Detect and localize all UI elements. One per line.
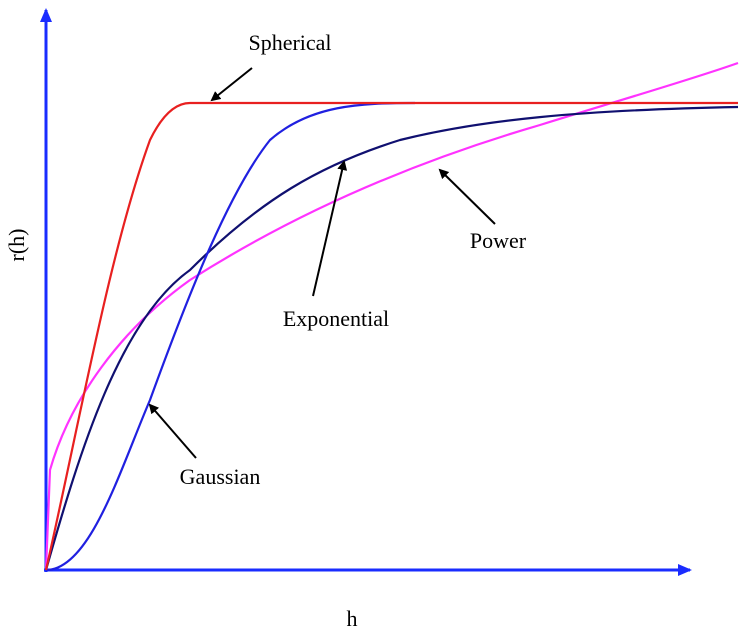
power-label: Power — [470, 228, 527, 253]
power-curve — [44, 61, 739, 571]
spherical-arrow — [210, 67, 253, 102]
exponential-label: Exponential — [283, 306, 389, 331]
gaussian-label: Gaussian — [180, 464, 261, 489]
exponential-arrow — [312, 160, 348, 297]
exponential-curve — [44, 105, 739, 571]
y-axis-label: r(h) — [4, 229, 29, 262]
spherical-label: Spherical — [248, 30, 331, 55]
spherical-curve — [44, 101, 738, 571]
gaussian-curve — [45, 101, 416, 572]
x-axis-label: h — [347, 606, 358, 631]
gaussian-arrow — [148, 403, 197, 459]
power-arrow — [438, 168, 496, 225]
